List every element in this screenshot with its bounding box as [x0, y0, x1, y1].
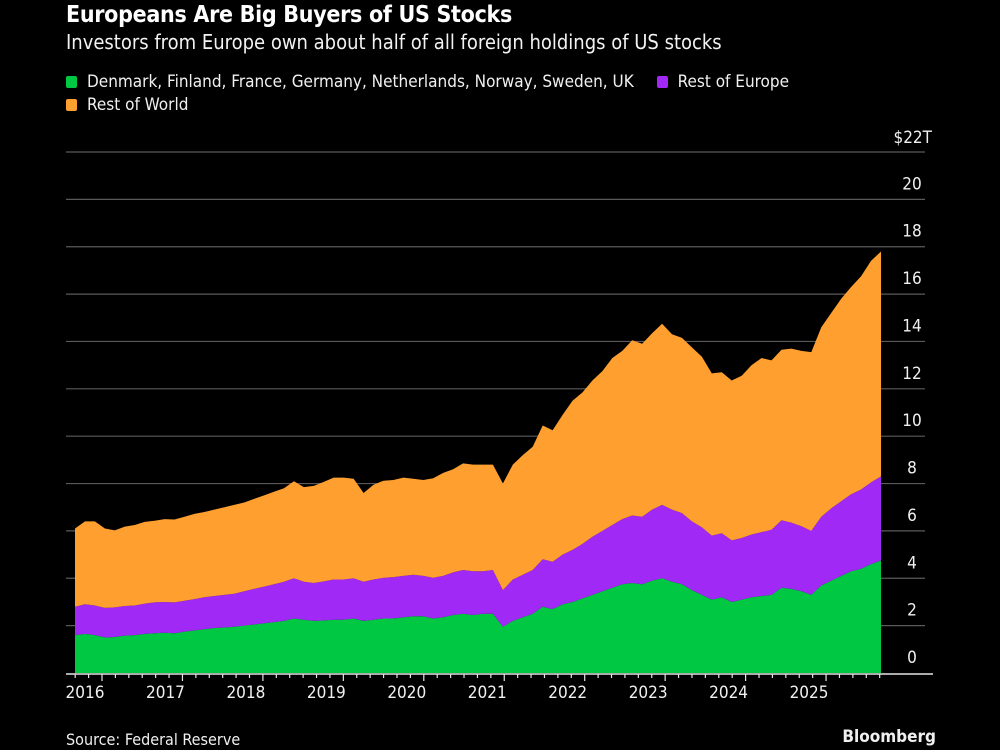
y-tick-label: 6 [907, 506, 917, 526]
legend-label-core-europe: Denmark, Finland, France, Germany, Nethe… [87, 71, 634, 92]
legend: Denmark, Finland, France, Germany, Nethe… [66, 70, 926, 116]
x-tick-label: 2018 [226, 683, 265, 703]
source-note: Source: Federal Reserve [66, 730, 241, 749]
legend-label-rest-of-world: Rest of World [87, 94, 189, 115]
legend-label-rest-of-europe: Rest of Europe [677, 71, 790, 92]
brand-logo: Bloomberg [842, 727, 936, 747]
x-tick-label: 2025 [790, 683, 829, 703]
x-tick-label: 2017 [146, 683, 185, 703]
x-axis: 2016 2017 2018 2019 2020 2021 2022 2023 2024 2025 [66, 673, 933, 703]
y-tick-label: 20 [902, 174, 921, 194]
x-tick-label: 2022 [548, 683, 587, 703]
y-tick-label: 10 [902, 411, 921, 431]
y-tick-label: 0 [907, 648, 917, 668]
y-tick-label: 14 [902, 316, 921, 336]
y-axis: 0 2 4 6 8 10 12 14 16 18 20 $22T [893, 128, 932, 668]
x-tick-label: 2024 [709, 683, 748, 703]
area-rest-of-world [75, 251, 881, 608]
legend-item-rest-of-world: Rest of World [66, 93, 188, 116]
x-tick-label: 2023 [629, 683, 668, 703]
chart-subtitle: Investors from Europe own about half of … [66, 30, 722, 54]
legend-swatch-core-europe [66, 75, 77, 88]
y-tick-label: 12 [902, 364, 921, 384]
x-tick-label: 2016 [66, 683, 105, 703]
y-tick-label: 4 [907, 553, 917, 573]
area-core-europe [75, 560, 881, 673]
y-tick-label: 18 [902, 222, 921, 242]
area-series [75, 251, 881, 673]
area-rest-of-europe [75, 476, 881, 638]
x-tick-label: 2019 [307, 683, 346, 703]
legend-swatch-rest-of-world [66, 98, 77, 111]
x-tick-label: 2021 [468, 683, 507, 703]
y-tick-label: 8 [907, 459, 917, 479]
chart-title: Europeans Are Big Buyers of US Stocks [66, 2, 513, 28]
x-tick-label: 2020 [387, 683, 426, 703]
legend-item-core-europe: Denmark, Finland, France, Germany, Nethe… [66, 70, 634, 93]
y-tick-label: $22T [893, 128, 932, 148]
y-tick-label: 16 [902, 269, 921, 289]
legend-item-rest-of-europe: Rest of Europe [656, 70, 790, 93]
y-tick-label: 2 [907, 601, 917, 621]
legend-swatch-rest-of-europe [656, 75, 668, 88]
